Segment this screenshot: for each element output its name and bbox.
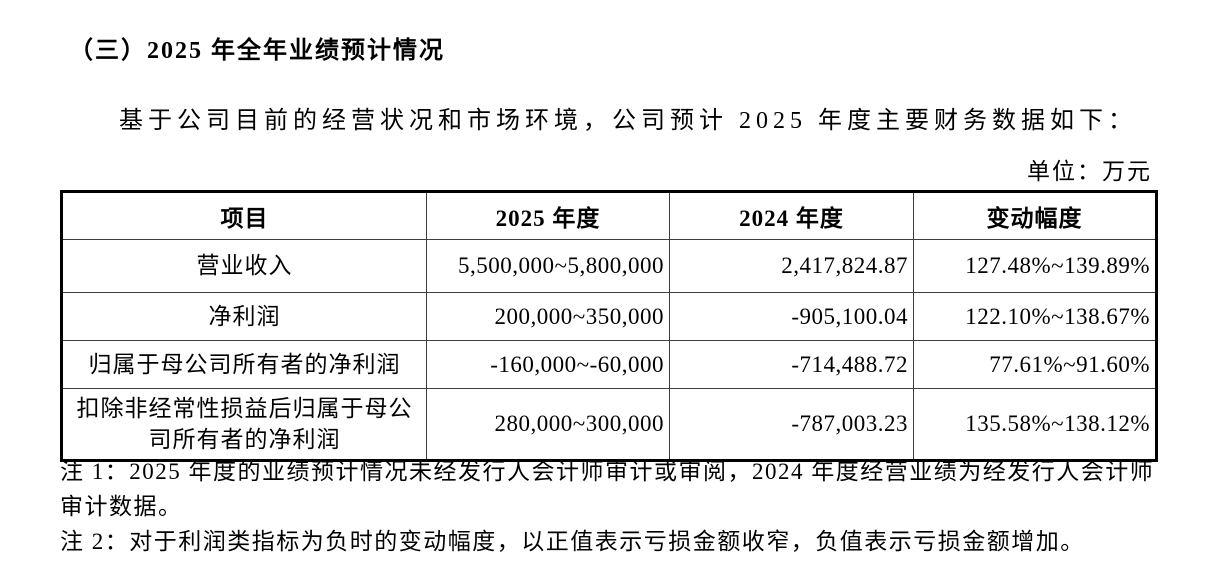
cell-2025: 200,000~350,000 xyxy=(426,292,670,341)
footnotes: 注 1：2025 年度的业绩预计情况未经发行人会计师审计或审阅，2024 年度经… xyxy=(60,454,1158,559)
cell-2025: 5,500,000~5,800,000 xyxy=(426,239,670,293)
col-header-2025: 2025 年度 xyxy=(426,191,670,240)
cell-2024: -787,003.23 xyxy=(669,388,914,461)
cell-item: 净利润 xyxy=(61,292,427,341)
table-header-row: 项目 2025 年度 2024 年度 变动幅度 xyxy=(61,191,1157,240)
col-header-2024: 2024 年度 xyxy=(669,191,914,240)
cell-item: 归属于母公司所有者的净利润 xyxy=(61,340,427,389)
cell-2025: -160,000~-60,000 xyxy=(426,340,670,389)
cell-2024: 2,417,824.87 xyxy=(669,239,914,293)
note-1: 注 1：2025 年度的业绩预计情况未经发行人会计师审计或审阅，2024 年度经… xyxy=(60,459,1155,519)
cell-2025: 280,000~300,000 xyxy=(426,388,670,461)
cell-change: 135.58%~138.12% xyxy=(913,388,1157,461)
note-2: 注 2：对于利润类指标为负时的变动幅度，以正值表示亏损金额收窄，负值表示亏损金额… xyxy=(60,529,1085,554)
cell-change: 122.10%~138.67% xyxy=(913,292,1157,341)
cell-2024: -714,488.72 xyxy=(669,340,914,389)
cell-item: 扣除非经常性损益后归属于母公司所有者的净利润 xyxy=(61,388,427,461)
col-header-item: 项目 xyxy=(61,191,427,240)
forecast-table: 项目 2025 年度 2024 年度 变动幅度 营业收入 5,500,000~5… xyxy=(60,190,1158,462)
table-row-parent-net-profit: 归属于母公司所有者的净利润 -160,000~-60,000 -714,488.… xyxy=(61,340,1157,389)
cell-item: 营业收入 xyxy=(61,239,427,293)
cell-2024: -905,100.04 xyxy=(669,292,914,341)
unit-label: 单位：万元 xyxy=(1027,159,1152,184)
cell-change: 127.48%~139.89% xyxy=(913,239,1157,293)
table-row-revenue: 营业收入 5,500,000~5,800,000 2,417,824.87 12… xyxy=(61,239,1157,293)
table-row-net-profit: 净利润 200,000~350,000 -905,100.04 122.10%~… xyxy=(61,292,1157,341)
intro-paragraph: 基于公司目前的经营状况和市场环境，公司预计 2025 年度主要财务数据如下： xyxy=(119,108,1137,134)
cell-change: 77.61%~91.60% xyxy=(913,340,1157,389)
col-header-change: 变动幅度 xyxy=(913,191,1157,240)
table-row-deducted-net-profit: 扣除非经常性损益后归属于母公司所有者的净利润 280,000~300,000 -… xyxy=(61,388,1157,461)
section-heading: （三）2025 年全年业绩预计情况 xyxy=(69,38,445,64)
